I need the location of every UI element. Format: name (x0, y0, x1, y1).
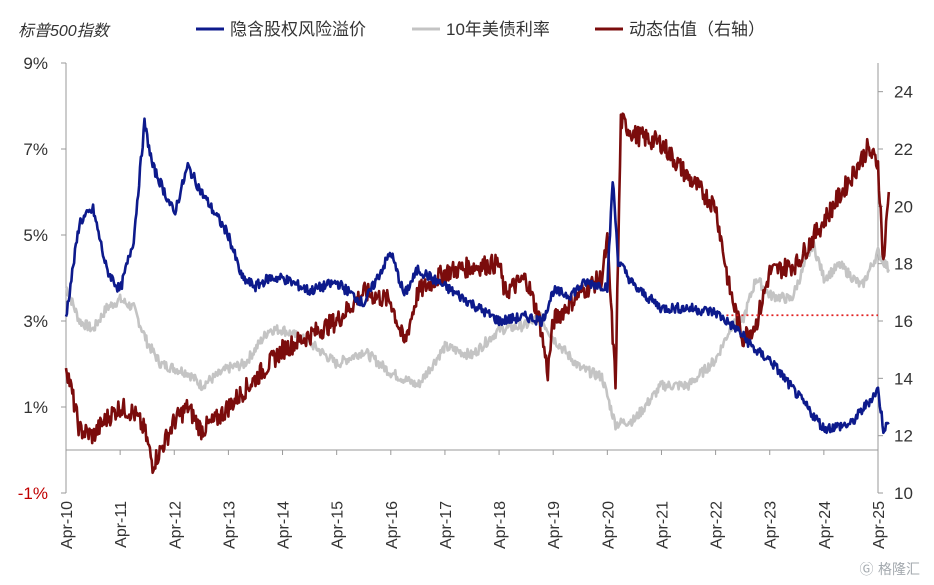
x-tick-label: Apr-11 (113, 501, 130, 548)
series-line-forward-pe (64, 112, 891, 475)
y-right-tick-label: 22 (894, 140, 913, 159)
y-right-tick-label: 10 (894, 484, 913, 503)
y-left-tick-label: 5% (23, 226, 48, 245)
y-left-tick-label: 7% (23, 140, 48, 159)
y-right-tick-label: 12 (894, 427, 913, 446)
watermark-logo-icon: Ⓖ (859, 562, 874, 578)
x-tick-label: Apr-22 (709, 501, 726, 549)
y-left-tick-label: 3% (23, 312, 48, 331)
x-tick-label: Apr-25 (871, 501, 888, 549)
legend-label: 10年美债利率 (446, 20, 550, 39)
y-right-tick-label: 24 (894, 83, 913, 102)
x-tick-label: Apr-24 (817, 501, 834, 549)
x-tick-label: Apr-13 (221, 501, 238, 549)
legend: 隐含股权风险溢价 10年美债利率 动态估值（右轴） (196, 20, 765, 39)
y-right-tick-label: 16 (894, 312, 913, 331)
series-line-equity-risk-premium (64, 117, 890, 435)
x-tick-label: Apr-20 (600, 501, 617, 549)
x-tick-label: Apr-18 (492, 501, 509, 549)
x-tick-label: Apr-21 (654, 501, 671, 549)
y-right-tick-label: 18 (894, 255, 913, 274)
x-tick-label: Apr-10 (59, 501, 76, 549)
x-axis-labels: Apr-10 Apr-11 Apr-12 Apr-13 Apr-14 Apr-15 Apr-… (59, 450, 888, 549)
watermark: Ⓖ 格隆汇 (860, 559, 920, 579)
watermark-text: 格隆汇 (878, 562, 920, 578)
series-line-us10y-yield (64, 240, 891, 431)
x-tick-label: Apr-23 (763, 501, 780, 549)
y-left-tick-label: 1% (23, 398, 48, 417)
x-tick-label: Apr-17 (438, 501, 455, 549)
x-tick-label: Apr-15 (330, 501, 347, 549)
y-left-tick-label: 9% (23, 54, 48, 73)
y-left-tick-label: -1% (18, 484, 48, 503)
axes: -1% 1% 3% 5% 7% 9% 10 12 14 16 18 20 22 24 (18, 54, 913, 503)
x-tick-label: Apr-14 (276, 501, 293, 549)
legend-label: 动态估值（右轴） (629, 20, 765, 39)
x-tick-label: Apr-16 (384, 501, 401, 549)
x-tick-label: Apr-19 (546, 501, 563, 549)
y-right-tick-label: 20 (894, 197, 913, 216)
x-tick-label: Apr-12 (167, 501, 184, 549)
chart-title: 标普500指数 (18, 22, 111, 40)
legend-label: 隐含股权风险溢价 (230, 20, 366, 39)
y-right-tick-label: 14 (894, 369, 913, 388)
series-layer (64, 112, 891, 475)
